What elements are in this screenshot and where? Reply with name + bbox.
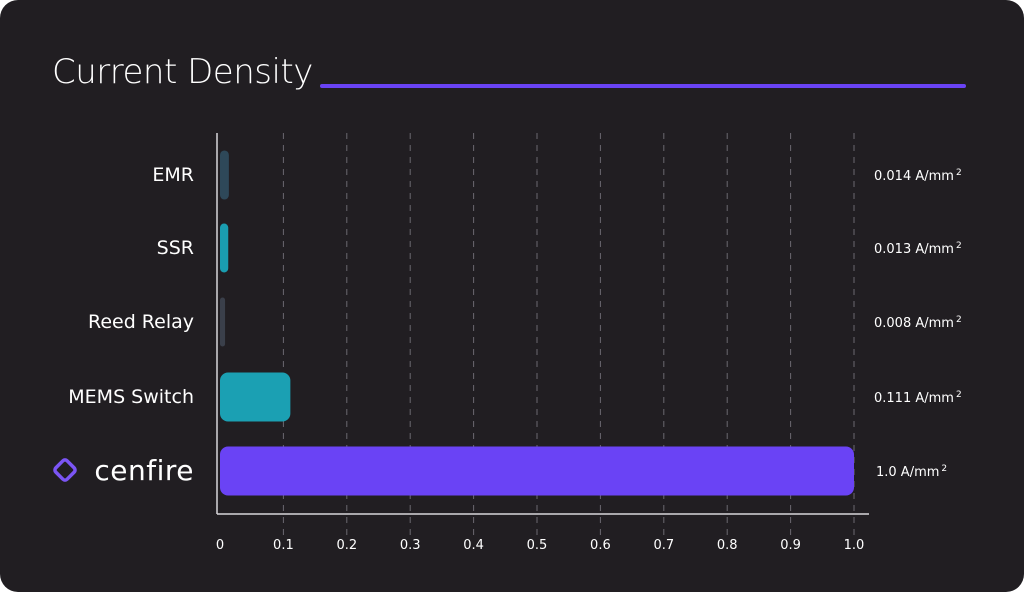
chart-title: Current Density <box>52 52 313 92</box>
x-tick-label: 0.1 <box>273 538 294 553</box>
category-label: Reed Relay <box>88 311 194 333</box>
bar-emr <box>220 150 229 200</box>
x-tick-label: 0 <box>216 538 224 553</box>
x-tick-label: 0.2 <box>336 538 357 553</box>
value-label: 0.111 A/mm 2 <box>874 390 962 406</box>
bar-cenfire <box>220 446 854 496</box>
value-label: 0.013 A/mm 2 <box>874 241 962 257</box>
category-label: EMR <box>152 164 194 186</box>
bar-reed-relay <box>220 297 226 347</box>
title-underline <box>320 84 966 88</box>
x-tick-label: 0.6 <box>590 538 611 553</box>
value-label: 0.008 A/mm 2 <box>874 315 962 331</box>
x-tick-label: 0.7 <box>653 538 674 553</box>
x-tick-label: 0.9 <box>780 538 801 553</box>
category-label: SSR <box>157 237 194 259</box>
cenfire-logo-icon <box>53 458 77 482</box>
x-tick-label: 0.3 <box>400 538 421 553</box>
x-tick-label: 0.8 <box>717 538 738 553</box>
x-tick-label: 0.5 <box>527 538 548 553</box>
category-label: cenfire <box>94 454 194 487</box>
category-label: MEMS Switch <box>68 386 194 408</box>
x-tick-label: 0.4 <box>463 538 484 553</box>
x-tick-label: 1.0 <box>844 538 865 553</box>
value-label: 0.014 A/mm 2 <box>874 168 962 184</box>
bar-ssr <box>220 223 229 273</box>
value-label: 1.0 A/mm 2 <box>876 464 947 480</box>
bar-mems-switch <box>220 372 291 422</box>
